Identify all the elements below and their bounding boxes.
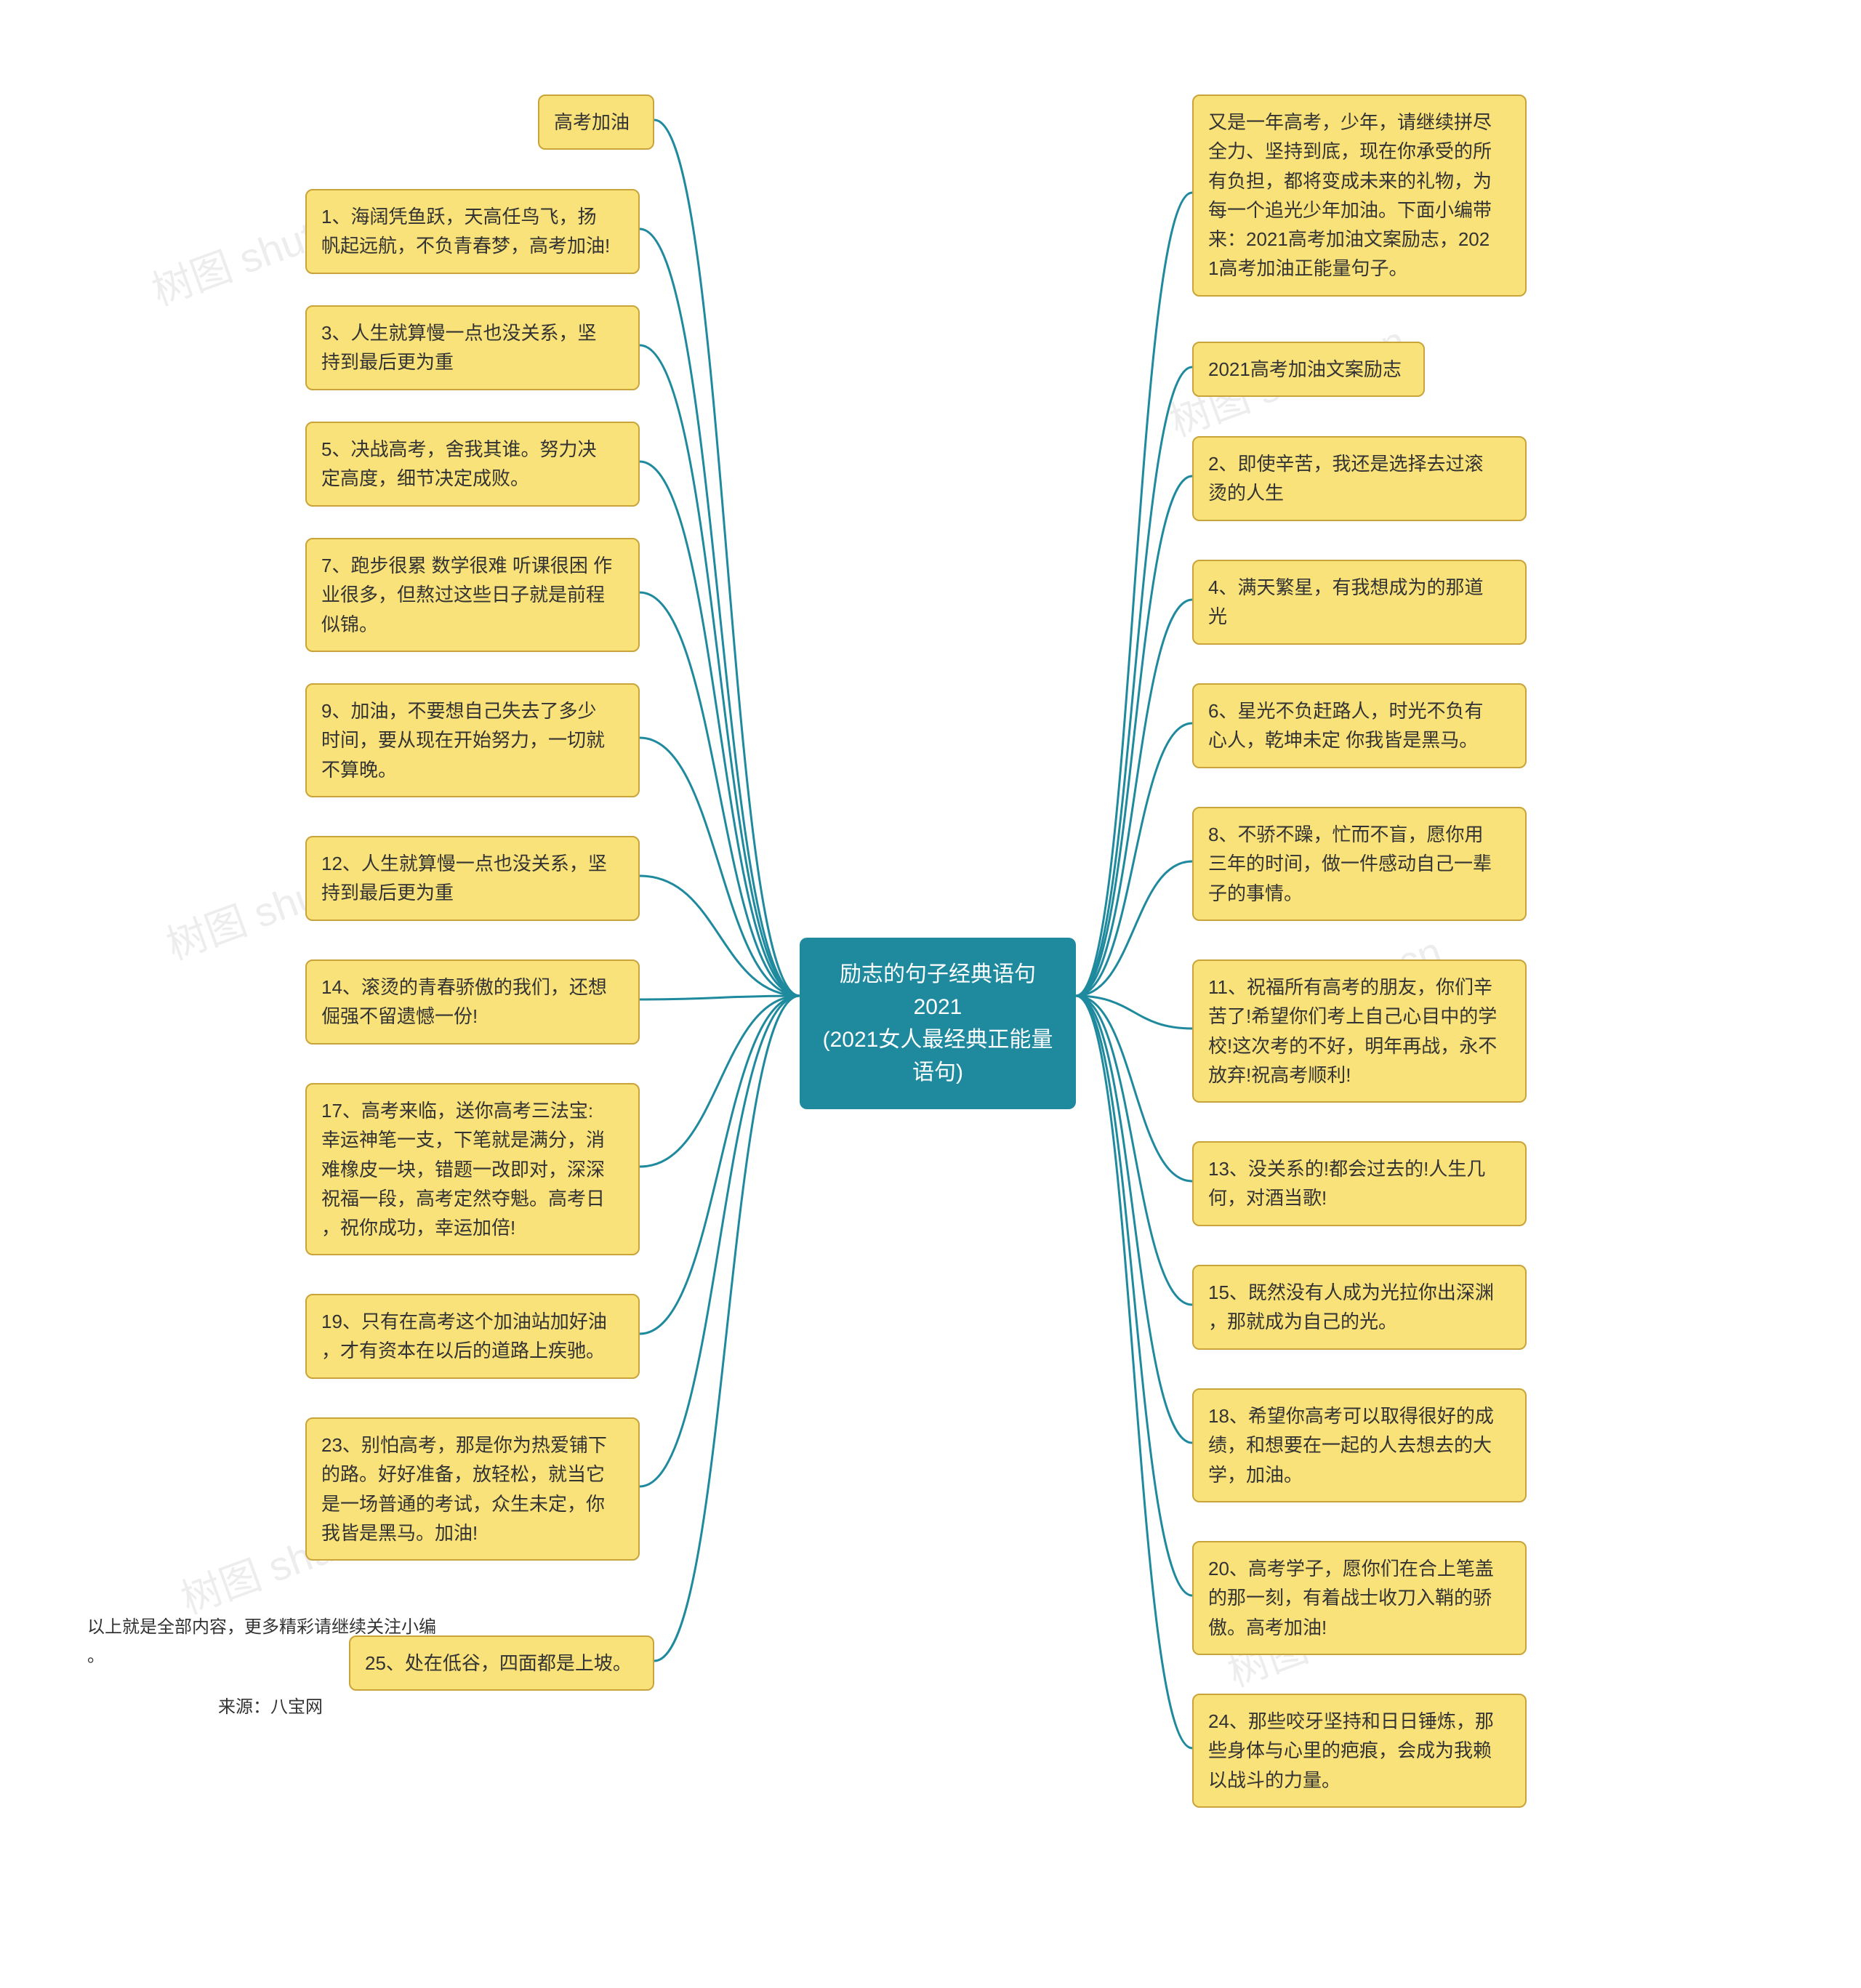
- leaf-r4: 4、满天繁星，有我想成为的那道光: [1192, 560, 1527, 645]
- footnote-line1: 以上就是全部内容，更多精彩请继续关注小编: [87, 1614, 465, 1641]
- leaf-l25: 25、处在低谷，四面都是上坡。: [349, 1635, 654, 1691]
- footnote-source: 来源：八宝网: [218, 1694, 323, 1721]
- leaf-r-intro: 又是一年高考，少年，请继续拼尽全力、坚持到底，现在你承受的所有负担，都将变成未来…: [1192, 94, 1527, 297]
- leaf-l0: 高考加油: [538, 94, 654, 150]
- leaf-l9: 9、加油，不要想自己失去了多少时间，要从现在开始努力，一切就不算晚。: [305, 683, 640, 797]
- leaf-r15: 15、既然没有人成为光拉你出深渊，那就成为自己的光。: [1192, 1265, 1527, 1350]
- leaf-r2: 2、即使辛苦，我还是选择去过滚烫的人生: [1192, 436, 1527, 521]
- leaf-r24: 24、那些咬牙坚持和日日锤炼，那些身体与心里的疤痕，会成为我赖以战斗的力量。: [1192, 1694, 1527, 1808]
- leaf-l19: 19、只有在高考这个加油站加好油，才有资本在以后的道路上疾驰。: [305, 1294, 640, 1379]
- leaf-l12: 12、人生就算慢一点也没关系，坚持到最后更为重: [305, 836, 640, 921]
- leaf-r6: 6、星光不负赶路人，时光不负有心人，乾坤未定 你我皆是黑马。: [1192, 683, 1527, 768]
- leaf-r8: 8、不骄不躁，忙而不盲，愿你用三年的时间，做一件感动自己一辈子的事情。: [1192, 807, 1527, 921]
- leaf-l1: 1、海阔凭鱼跃，天高任鸟飞，扬帆起远航，不负青春梦，高考加油!: [305, 189, 640, 274]
- leaf-r-sub: 2021高考加油文案励志: [1192, 342, 1425, 397]
- leaf-l3: 3、人生就算慢一点也没关系，坚持到最后更为重: [305, 305, 640, 390]
- leaf-r18: 18、希望你高考可以取得很好的成绩，和想要在一起的人去想去的大学，加油。: [1192, 1388, 1527, 1502]
- footnote-line2: 。: [87, 1643, 105, 1670]
- leaf-l5: 5、决战高考，舍我其谁。努力决定高度，细节决定成败。: [305, 422, 640, 507]
- mindmap-center: 励志的句子经典语句2021(2021女人最经典正能量语句): [800, 938, 1076, 1109]
- leaf-r11: 11、祝福所有高考的朋友，你们辛苦了!希望你们考上自己心目中的学校!这次考的不好…: [1192, 959, 1527, 1103]
- leaf-l14: 14、滚烫的青春骄傲的我们，还想倔强不留遗憾一份!: [305, 959, 640, 1045]
- leaf-l23: 23、别怕高考，那是你为热爱铺下的路。好好准备，放轻松，就当它是一场普通的考试，…: [305, 1417, 640, 1561]
- leaf-l17: 17、高考来临，送你高考三法宝:幸运神笔一支，下笔就是满分，消难橡皮一块，错题一…: [305, 1083, 640, 1255]
- leaf-r13: 13、没关系的!都会过去的!人生几何，对酒当歌!: [1192, 1141, 1527, 1226]
- leaf-r20: 20、高考学子，愿你们在合上笔盖的那一刻，有着战士收刀入鞘的骄傲。高考加油!: [1192, 1541, 1527, 1655]
- leaf-l7: 7、跑步很累 数学很难 听课很困 作业很多，但熬过这些日子就是前程似锦。: [305, 538, 640, 652]
